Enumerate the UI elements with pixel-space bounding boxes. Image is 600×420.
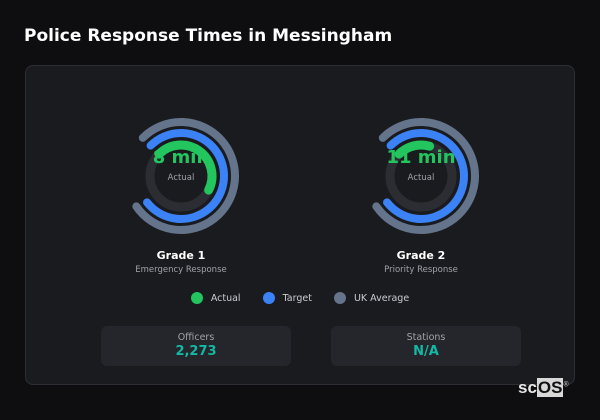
ring-target (143, 129, 228, 223)
stat-label: Officers (177, 332, 215, 343)
stat-officers: Officers 2,273 (101, 326, 291, 366)
gauge-value-label: Actual (407, 173, 435, 183)
legend-dot-icon (262, 292, 275, 304)
gauge-grade-2: 11 min Actual Grade 2 Priority Response (351, 111, 491, 275)
scos-logo: scOS® (518, 378, 569, 397)
gauge-rings (132, 118, 239, 234)
legend-label: Target (282, 292, 312, 304)
gauge-grade-1: 8 min Actual Grade 1 Emergency Response (111, 111, 251, 275)
legend-item-actual: Actual (190, 292, 241, 304)
ring-actual (394, 140, 435, 159)
stat-stations: Stations N/A (331, 326, 521, 366)
legend-dot-icon (190, 292, 203, 304)
gauge-value-label: Actual (167, 173, 195, 183)
page-title: Police Response Times in Messingham (24, 26, 393, 46)
gauge-value: 8 min (152, 147, 210, 168)
ring-target (383, 129, 468, 223)
stat-value: 2,273 (175, 344, 217, 359)
stat-value: N/A (413, 344, 439, 359)
gauge-value: 11 min (386, 147, 456, 168)
response-times-card: 8 min Actual Grade 1 Emergency Response … (25, 65, 575, 385)
legend-item-uk-average: UK Average (333, 292, 410, 304)
gauge-name: Grade 2 (396, 249, 446, 262)
gauge-name: Grade 1 (156, 249, 206, 262)
stat-label: Stations (406, 332, 446, 343)
gauge-description: Priority Response (384, 265, 458, 275)
legend-label: UK Average (353, 292, 410, 304)
ring-uk-average (132, 118, 239, 234)
legend-item-target: Target (262, 292, 312, 304)
legend-dot-icon (333, 292, 346, 304)
gauge-rings (372, 118, 479, 234)
gauge-description: Emergency Response (135, 265, 227, 275)
ring-uk-average (372, 118, 479, 234)
legend: Actual Target UK Average (26, 292, 574, 304)
ring-actual (154, 140, 217, 195)
legend-label: Actual (210, 292, 241, 304)
